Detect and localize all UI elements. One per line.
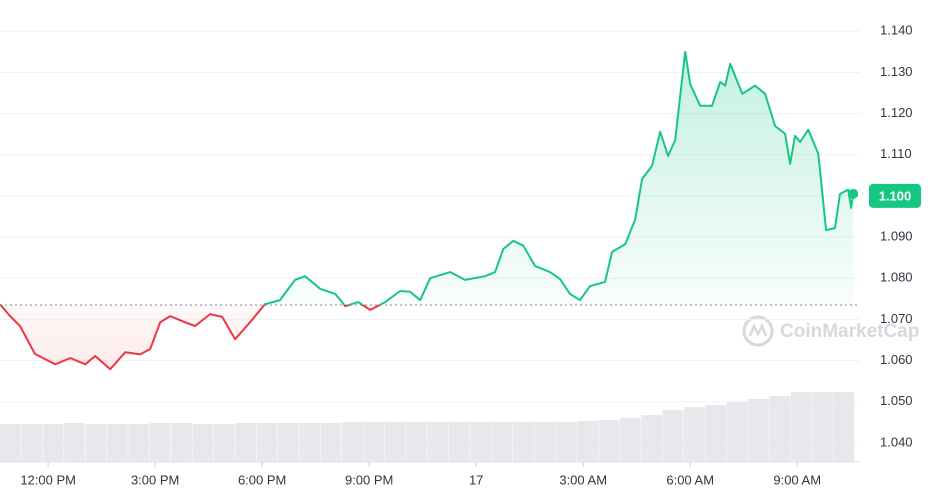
x-tick-label: 6:00 PM [238, 472, 286, 487]
volume-bar [64, 423, 85, 462]
volume-bar [812, 392, 834, 462]
volume-bar [213, 424, 235, 462]
volume-bars [0, 392, 855, 462]
price-area [0, 51, 854, 370]
volume-bar [684, 407, 705, 462]
volume-bar [342, 422, 363, 462]
volume-bar [235, 423, 256, 462]
y-tick-label: 1.120 [880, 105, 913, 120]
volume-bar [277, 423, 299, 462]
volume-bar [534, 422, 556, 462]
price-badge [869, 183, 921, 208]
volume-bar [470, 422, 492, 462]
y-tick-label: 1.050 [880, 393, 913, 408]
volume-bar [406, 422, 427, 462]
volume-bar [384, 422, 406, 462]
volume-bar [513, 422, 534, 462]
x-tick-label: 6:00 AM [666, 472, 714, 487]
volume-bar [641, 415, 663, 462]
x-tick-label: 9:00 AM [773, 472, 821, 487]
volume-bar [448, 422, 470, 462]
price-line [0, 50, 855, 371]
volume-bar [833, 392, 855, 462]
volume-bar [790, 392, 812, 462]
x-tick-label: 9:00 PM [345, 472, 393, 487]
volume-bar [427, 422, 449, 462]
price-badge-label: 1.100 [879, 188, 912, 203]
volume-bar [85, 424, 107, 462]
volume-bar [491, 422, 513, 462]
volume-bar [171, 423, 192, 462]
volume-bar [106, 424, 128, 462]
watermark-text: CoinMarketCap [780, 321, 919, 342]
x-tick-label: 12:00 PM [20, 472, 76, 487]
watermark: CoinMarketCap [742, 315, 919, 347]
y-tick-label: 1.110 [880, 146, 912, 161]
y-tick-label: 1.040 [880, 434, 913, 449]
volume-bar [577, 421, 598, 462]
volume-bar [299, 423, 321, 462]
watermark-logo [742, 315, 774, 347]
volume-bar [662, 410, 684, 462]
volume-bar [0, 424, 21, 462]
y-tick-label: 1.070 [880, 311, 913, 326]
volume-bar [598, 420, 620, 462]
volume-bar [256, 423, 278, 462]
volume-bar [363, 422, 385, 462]
volume-bar [555, 422, 577, 462]
y-tick-label: 1.140 [880, 23, 913, 38]
x-tick-label: 17 [469, 472, 483, 487]
volume-bar [619, 418, 641, 462]
volume-bar [748, 399, 769, 462]
watermark-logo-mark [748, 322, 768, 337]
y-tick-label: 1.090 [880, 229, 913, 244]
volume-bar [320, 423, 342, 462]
y-tick-label: 1.130 [880, 64, 913, 79]
y-tick-label: 1.060 [880, 352, 913, 367]
volume-bar [192, 424, 214, 462]
volume-bar [128, 424, 150, 462]
volume-bar [149, 423, 171, 462]
volume-bar [726, 402, 748, 462]
volume-bar [21, 424, 43, 462]
volume-bar [705, 405, 727, 462]
volume-bar [769, 396, 791, 462]
volume-bar [42, 424, 64, 462]
last-point [848, 188, 859, 199]
y-tick-label: 1.080 [880, 270, 913, 285]
x-tick-label: 3:00 PM [131, 472, 179, 487]
x-tick-label: 3:00 AM [559, 472, 607, 487]
